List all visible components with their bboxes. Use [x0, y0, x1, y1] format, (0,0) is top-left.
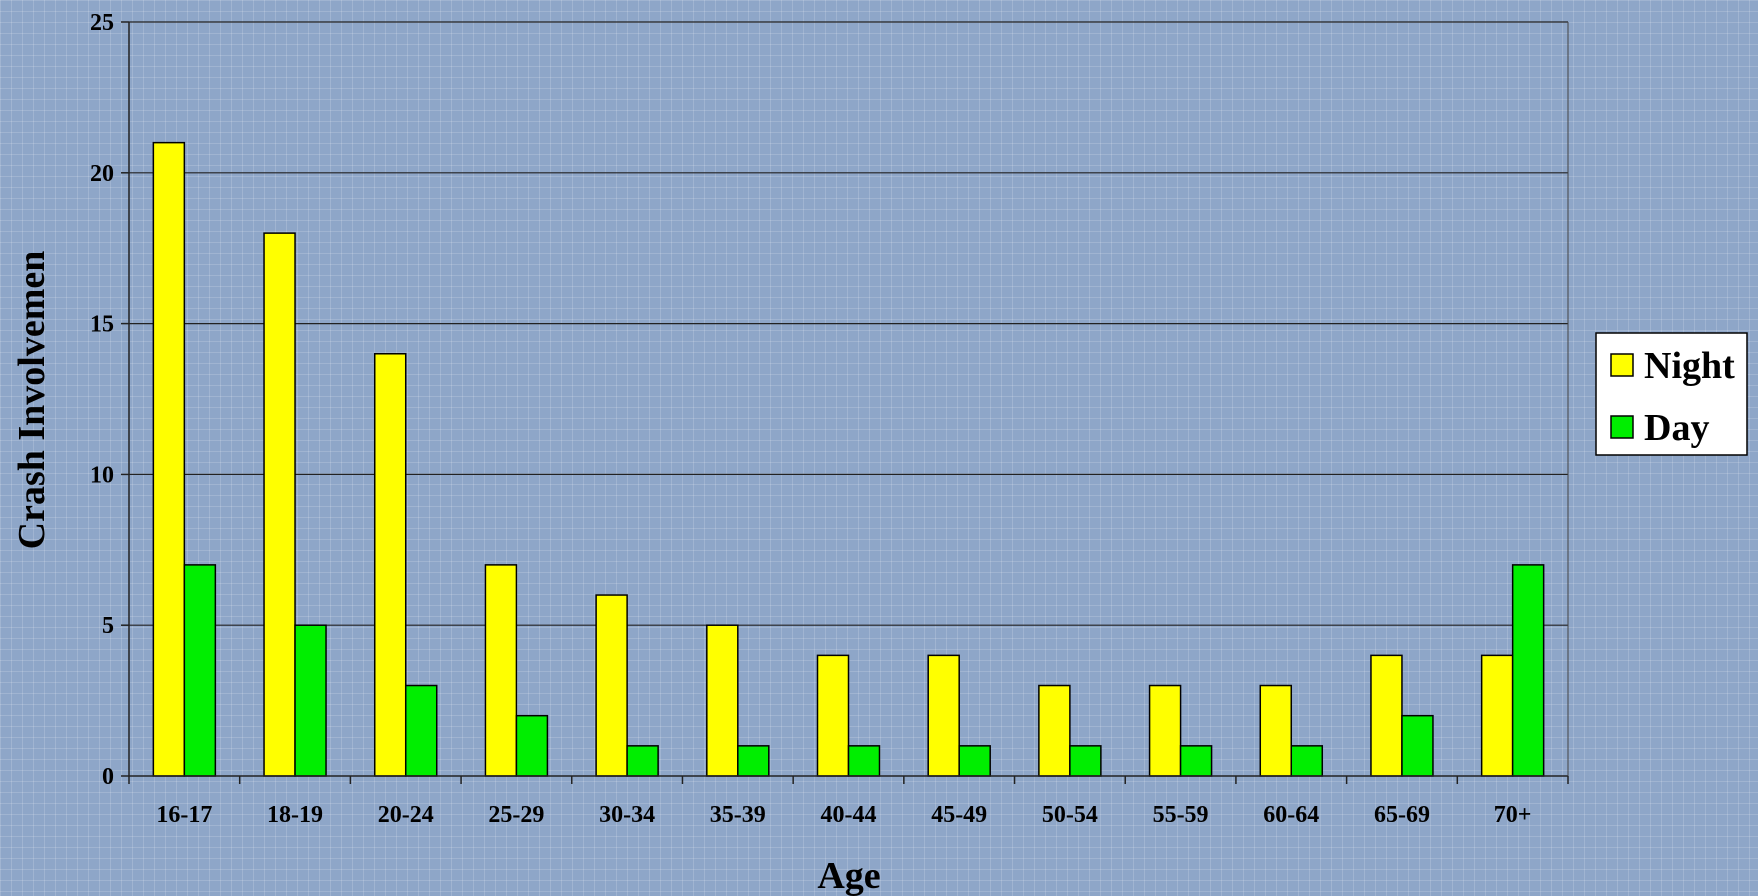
legend-swatch-night — [1610, 353, 1634, 377]
legend: Night Day — [1595, 332, 1748, 456]
x-tick-label: 35-39 — [710, 802, 766, 828]
x-tick-label: 25-29 — [488, 802, 544, 828]
bar-day-35-39 — [737, 745, 770, 777]
x-tick-label: 16-17 — [156, 802, 212, 828]
x-tick-label: 70+ — [1494, 802, 1532, 828]
y-tick-label: 0 — [102, 764, 114, 790]
bar-night-20-24 — [373, 353, 407, 777]
x-tick-label: 18-19 — [267, 802, 323, 828]
bar-day-65-69 — [1401, 714, 1434, 777]
y-tick-label: 15 — [90, 312, 114, 338]
bar-night-16-17 — [152, 141, 186, 777]
bar-day-55-59 — [1179, 745, 1213, 777]
bar-day-45-49 — [958, 745, 991, 777]
bar-day-70+ — [1511, 564, 1545, 777]
legend-label-night: Night — [1644, 345, 1735, 387]
bar-night-60-64 — [1259, 684, 1293, 777]
y-tick-label: 5 — [102, 613, 114, 639]
x-tick-label: 30-34 — [599, 802, 655, 828]
bar-day-30-34 — [626, 745, 659, 777]
x-axis-title: Age — [817, 855, 880, 896]
x-tick-label: 65-69 — [1374, 802, 1430, 828]
x-tick-label: 60-64 — [1263, 802, 1319, 828]
bar-night-35-39 — [706, 624, 739, 777]
x-tick-label: 20-24 — [378, 802, 434, 828]
bar-night-55-59 — [1148, 684, 1182, 777]
axes — [121, 21, 1569, 784]
x-tick-label: 45-49 — [931, 802, 987, 828]
bar-day-25-29 — [515, 714, 549, 777]
bar-day-20-24 — [404, 684, 438, 777]
y-tick-label: 10 — [90, 462, 114, 488]
bar-day-60-64 — [1290, 745, 1324, 777]
y-tick-label: 25 — [90, 10, 114, 36]
x-tick-label: 40-44 — [821, 802, 877, 828]
bar-night-25-29 — [484, 564, 518, 777]
bars — [152, 141, 1545, 777]
bar-day-40-44 — [847, 745, 881, 777]
x-tick-label: 55-59 — [1153, 802, 1209, 828]
x-tick-labels: 16-17 18-19 20-24 25-29 30-34 35-39 40-44 45-49… — [156, 802, 1531, 828]
bar-night-70+ — [1480, 654, 1514, 777]
bar-night-65-69 — [1370, 654, 1403, 777]
bar-day-18-19 — [294, 624, 327, 777]
bar-night-30-34 — [595, 594, 628, 777]
legend-swatch-day — [1610, 415, 1634, 439]
bar-day-16-17 — [183, 564, 217, 777]
gridlines — [129, 21, 1568, 626]
y-axis-title: Crash Involvemen — [11, 251, 53, 550]
y-tick-label: 20 — [90, 161, 114, 187]
bar-night-45-49 — [927, 654, 960, 777]
y-tick-labels: 0 5 10 15 20 25 — [90, 10, 114, 790]
x-tick-label: 50-54 — [1042, 802, 1098, 828]
bar-night-18-19 — [263, 232, 296, 777]
bar-day-50-54 — [1069, 745, 1102, 777]
legend-label-day: Day — [1644, 407, 1709, 449]
bar-night-50-54 — [1038, 684, 1071, 777]
bar-night-40-44 — [816, 654, 850, 777]
